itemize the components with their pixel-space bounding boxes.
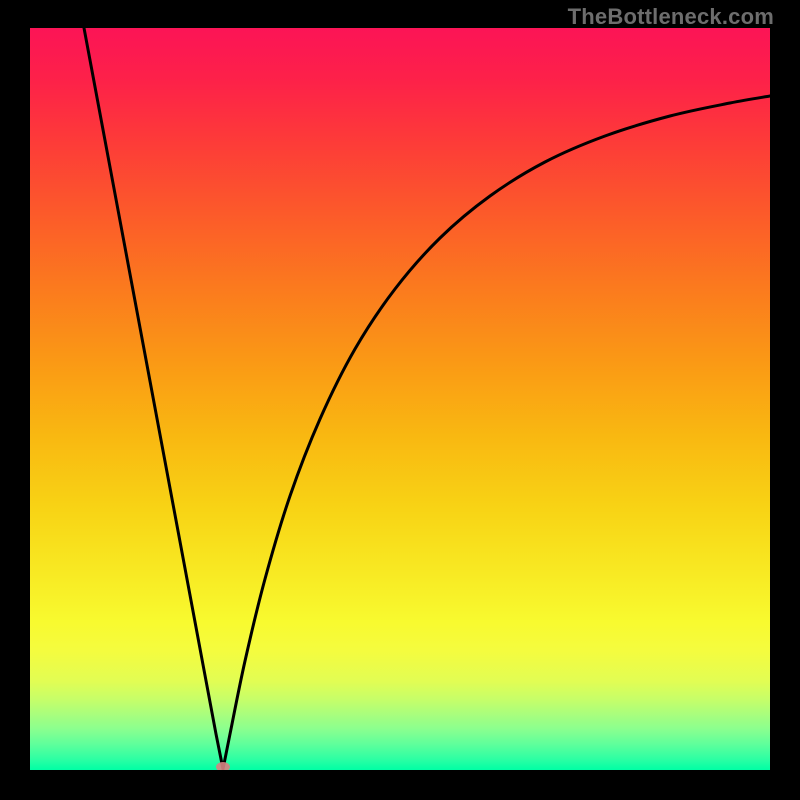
minimum-marker xyxy=(216,762,230,770)
watermark-text: TheBottleneck.com xyxy=(568,4,774,30)
plot-area xyxy=(30,28,770,770)
v-curve-path xyxy=(84,28,770,769)
v-curve-svg xyxy=(30,28,770,770)
canvas-root: TheBottleneck.com xyxy=(0,0,800,800)
